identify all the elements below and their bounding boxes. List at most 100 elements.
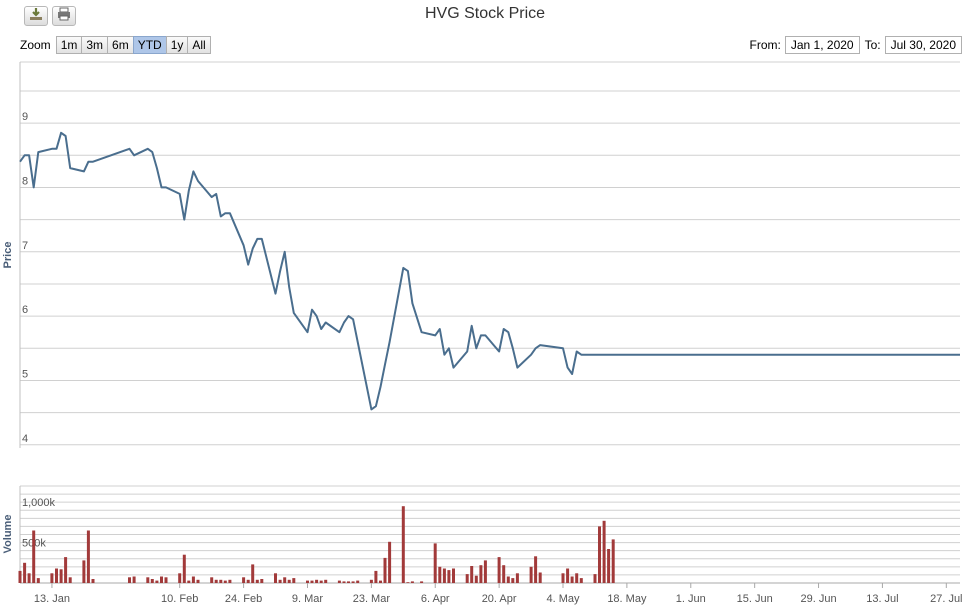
download-button[interactable] (24, 6, 48, 26)
volume-bar[interactable] (470, 566, 474, 583)
volume-bar[interactable] (128, 577, 131, 583)
volume-bar[interactable] (379, 580, 382, 583)
volume-bar[interactable] (255, 579, 259, 583)
volume-bar[interactable] (383, 557, 387, 583)
volume-bar[interactable] (598, 526, 601, 583)
volume-bar[interactable] (410, 581, 414, 583)
volume-bar[interactable] (342, 581, 346, 583)
volume-bar[interactable] (178, 573, 182, 583)
volume-bar[interactable] (529, 566, 533, 583)
volume-bar[interactable] (246, 579, 250, 583)
volume-bar[interactable] (260, 579, 264, 583)
zoom-1y-button[interactable]: 1y (165, 36, 189, 54)
volume-bar[interactable] (155, 580, 159, 583)
volume-bar[interactable] (420, 581, 424, 583)
volume-bar[interactable] (150, 579, 154, 583)
volume-bar[interactable] (511, 578, 515, 583)
volume-bar[interactable] (292, 578, 296, 583)
volume-bar[interactable] (452, 568, 455, 584)
price-line[interactable] (19, 131, 960, 411)
volume-bar[interactable] (438, 566, 442, 583)
volume-bar[interactable] (32, 530, 36, 584)
to-date-input[interactable]: Jul 30, 2020 (884, 36, 962, 54)
volume-bar[interactable] (310, 580, 314, 583)
zoom-ytd-button[interactable]: YTD (132, 36, 167, 54)
volume-series[interactable] (18, 506, 615, 584)
volume-bar[interactable] (223, 580, 227, 583)
volume-bar[interactable] (607, 549, 611, 583)
volume-bar[interactable] (27, 573, 31, 583)
volume-bar[interactable] (164, 577, 168, 583)
volume-bar[interactable] (315, 579, 319, 583)
volume-bar[interactable] (287, 579, 291, 583)
volume-bar[interactable] (579, 578, 583, 583)
volume-bar[interactable] (406, 582, 410, 583)
volume-bar[interactable] (465, 574, 469, 583)
volume-bar[interactable] (611, 539, 615, 583)
print-button[interactable] (52, 6, 76, 26)
volume-bar[interactable] (251, 564, 255, 583)
volume-bar[interactable] (59, 569, 63, 583)
volume-bar[interactable] (242, 577, 246, 583)
volume-bar[interactable] (538, 572, 542, 584)
volume-bar[interactable] (442, 568, 446, 584)
volume-bar[interactable] (506, 576, 510, 584)
volume-bar[interactable] (283, 577, 287, 583)
volume-bar[interactable] (210, 577, 214, 583)
volume-bar[interactable] (187, 580, 191, 583)
volume-bar[interactable] (23, 562, 27, 583)
volume-bar[interactable] (68, 577, 72, 583)
zoom-3m-button[interactable]: 3m (81, 36, 109, 54)
volume-bar[interactable] (337, 580, 341, 583)
volume-bar[interactable] (561, 573, 565, 583)
volume-bar[interactable] (593, 574, 597, 583)
volume-bar[interactable] (82, 560, 86, 583)
volume-bar[interactable] (50, 573, 54, 583)
volume-bar[interactable] (479, 565, 483, 583)
volume-bar[interactable] (182, 554, 186, 583)
volume-bar[interactable] (570, 576, 574, 584)
volume-bar[interactable] (433, 543, 437, 583)
volume-bar[interactable] (319, 580, 323, 583)
volume-bar[interactable] (602, 520, 606, 583)
volume-bar[interactable] (369, 579, 373, 583)
volume-bar[interactable] (374, 570, 378, 583)
volume-bar[interactable] (160, 576, 163, 584)
volume-bar[interactable] (474, 575, 478, 583)
volume-bar[interactable] (502, 565, 506, 583)
zoom-6m-button[interactable]: 6m (107, 36, 134, 54)
volume-bar[interactable] (228, 579, 232, 583)
volume-bar[interactable] (132, 576, 136, 584)
volume-bar[interactable] (401, 506, 405, 583)
volume-bar[interactable] (447, 570, 451, 583)
volume-bar[interactable] (356, 580, 360, 583)
volume-bar[interactable] (351, 581, 355, 583)
volume-bar[interactable] (191, 576, 195, 584)
volume-bar[interactable] (566, 568, 570, 584)
volume-bar[interactable] (196, 579, 200, 583)
volume-bar[interactable] (146, 577, 150, 583)
volume-bar[interactable] (18, 570, 22, 583)
volume-bar[interactable] (324, 579, 328, 583)
volume-bar[interactable] (483, 560, 487, 583)
from-date-input[interactable]: Jan 1, 2020 (784, 36, 860, 54)
volume-bar[interactable] (64, 557, 68, 583)
volume-bar[interactable] (575, 573, 579, 583)
volume-bar[interactable] (278, 579, 282, 583)
volume-bar[interactable] (91, 579, 95, 583)
volume-bar[interactable] (515, 573, 519, 583)
price-series[interactable] (19, 131, 960, 411)
zoom-all-button[interactable]: All (187, 36, 211, 54)
volume-bar[interactable] (55, 568, 58, 584)
volume-bar[interactable] (214, 579, 218, 583)
volume-bar[interactable] (497, 557, 501, 583)
volume-bar[interactable] (219, 579, 223, 583)
volume-bar[interactable] (306, 580, 309, 583)
volume-bar[interactable] (388, 541, 392, 583)
volume-bar[interactable] (36, 578, 40, 583)
volume-bar[interactable] (274, 573, 277, 583)
volume-bar[interactable] (347, 581, 350, 583)
volume-bar[interactable] (86, 530, 90, 584)
volume-bar[interactable] (534, 556, 538, 583)
